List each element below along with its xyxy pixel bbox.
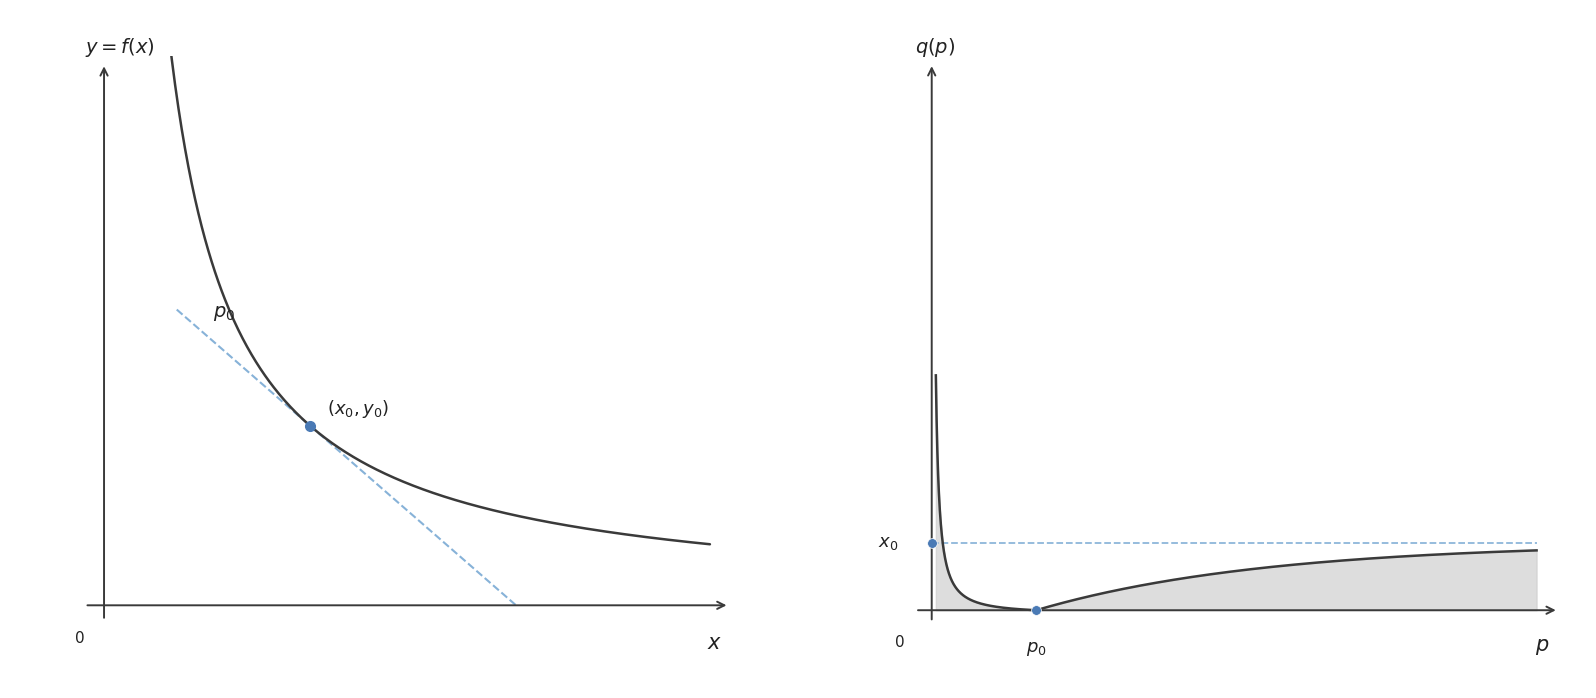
Text: $p_0$: $p_0$ bbox=[1026, 640, 1047, 658]
Text: $x_0$: $x_0$ bbox=[878, 534, 899, 552]
Text: $p$: $p$ bbox=[1535, 637, 1550, 658]
Text: $0$: $0$ bbox=[73, 630, 85, 646]
Text: $q(p)$: $q(p)$ bbox=[915, 36, 956, 59]
Text: $x$: $x$ bbox=[707, 633, 723, 653]
Text: $y = f(x)$: $y = f(x)$ bbox=[85, 36, 155, 59]
Text: $(x_0, y_0)$: $(x_0, y_0)$ bbox=[327, 398, 389, 419]
Text: $0$: $0$ bbox=[894, 634, 905, 651]
Text: $p_0$: $p_0$ bbox=[214, 304, 235, 322]
